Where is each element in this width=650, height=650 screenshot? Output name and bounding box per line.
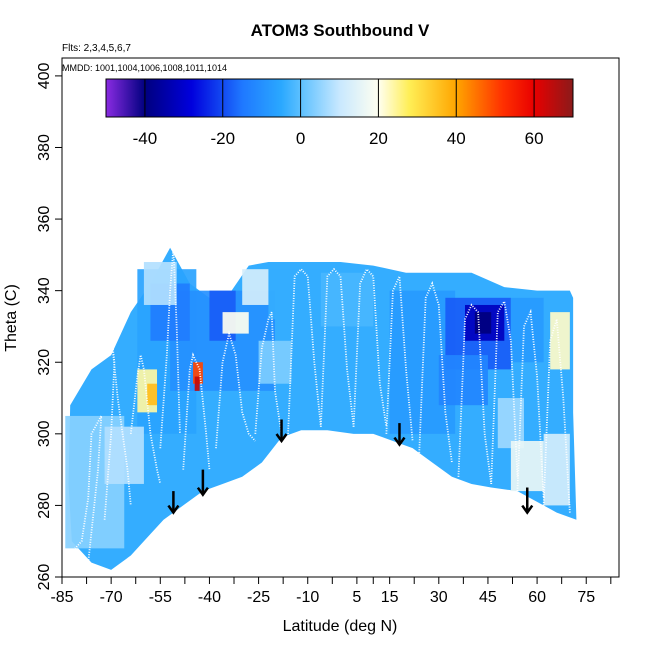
heatmap-cell xyxy=(543,433,570,506)
x-tick-label: -25 xyxy=(247,589,270,606)
heatmap-cell xyxy=(550,312,570,370)
series-line xyxy=(516,308,545,499)
y-tick-label: 300 xyxy=(36,420,53,447)
heatmap-cell xyxy=(104,426,144,484)
x-axis-label: Latitude (deg N) xyxy=(283,618,398,635)
flights-subtitle: Flts: 2,3,4,5,6,7 xyxy=(62,43,131,54)
heatmap-cell xyxy=(258,340,292,384)
y-tick-label: 340 xyxy=(36,277,53,304)
series-line xyxy=(385,275,414,442)
x-axis: -85 -70 -55 -40 -25 -10 5 15 30 45 60 75 xyxy=(50,577,612,606)
heatmap-cell xyxy=(147,383,158,406)
x-tick-label: -85 xyxy=(50,589,73,606)
heatmap-cell xyxy=(193,362,203,384)
plot-frame xyxy=(61,57,620,578)
chart-title: ATOM3 Southbound V xyxy=(251,21,430,40)
arrow-head xyxy=(521,504,534,515)
x-tick-label: -40 xyxy=(198,589,221,606)
colorbar-tick-label: 40 xyxy=(447,129,466,148)
series-line xyxy=(215,330,256,449)
x-tick-label: 60 xyxy=(528,589,546,606)
y-tick-label: 400 xyxy=(36,62,53,89)
x-tick-label: 15 xyxy=(381,589,399,606)
y-axis-label: Theta (C) xyxy=(3,284,20,352)
x-tick-label: -55 xyxy=(149,589,172,606)
heatmap-cell xyxy=(438,355,488,406)
x-tick-label: 5 xyxy=(352,589,361,606)
colorbar: -40 -20 0 20 40 60 xyxy=(105,78,574,148)
heatmap-cell xyxy=(194,376,200,391)
x-tick-label: 45 xyxy=(479,589,497,606)
x-tick-label: 75 xyxy=(577,589,595,606)
y-tick-label: 360 xyxy=(36,206,53,233)
heatmap-cell xyxy=(320,272,374,327)
series-line xyxy=(182,352,211,470)
y-tick-label: 320 xyxy=(36,349,53,376)
y-axis: 260 280 300 320 340 360 380 400 xyxy=(36,62,62,590)
heatmap-cell xyxy=(474,312,492,334)
arrow-head xyxy=(196,486,209,497)
y-tick-label: 380 xyxy=(36,134,53,161)
y-tick-label: 280 xyxy=(36,492,53,519)
colorbar-ticks: -40 -20 0 20 40 60 xyxy=(133,79,544,148)
colorbar-tick-label: -40 xyxy=(133,129,158,148)
series-line xyxy=(457,303,493,485)
series-line xyxy=(129,354,162,485)
colorbar-tick-label: 60 xyxy=(525,129,544,148)
heatmap-cell xyxy=(268,269,321,320)
x-tick-label: -70 xyxy=(100,589,123,606)
x-tick-label: 30 xyxy=(430,589,448,606)
colorbar-tick-label: -20 xyxy=(210,129,235,148)
arrow-head xyxy=(275,433,288,444)
x-tick-label: -10 xyxy=(296,589,319,606)
arrow-head xyxy=(393,436,406,447)
colorbar-tick-label: 20 xyxy=(369,129,388,148)
series-line xyxy=(159,247,181,449)
arrow-markers xyxy=(167,419,534,515)
arrow-head xyxy=(167,504,180,515)
series-line xyxy=(74,415,103,563)
y-tick-label: 260 xyxy=(36,564,53,591)
heatmap-cell xyxy=(222,312,249,334)
heatmap-cell xyxy=(242,269,269,305)
heatmap-cell xyxy=(510,297,544,363)
heatmap-cell xyxy=(510,440,544,492)
colorbar-tick-label: 0 xyxy=(296,129,305,148)
dates-subtitle: MMDD: 1001,1004,1006,1008,1011,1014 xyxy=(62,63,227,73)
series-line xyxy=(319,267,355,427)
colorbar-gradient xyxy=(105,78,574,118)
profile-traces xyxy=(74,247,571,563)
